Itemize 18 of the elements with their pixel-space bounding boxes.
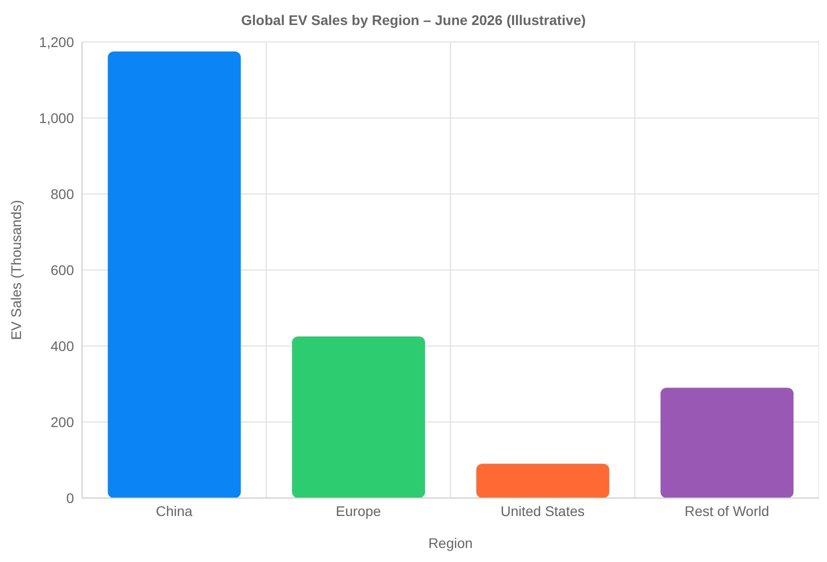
bar [660, 388, 794, 498]
x-tick-label: Europe [336, 502, 382, 519]
y-tick-label: 800 [50, 186, 74, 202]
y-tick-label: 0 [66, 490, 74, 506]
bar [292, 336, 426, 498]
chart-title: Global EV Sales by Region – June 2026 (Illustrative) [240, 11, 587, 30]
y-tick-label: 1,000 [38, 110, 74, 126]
y-tick-label: 600 [50, 262, 74, 278]
x-axis-title: Region [428, 535, 473, 551]
y-tick-label: 200 [50, 414, 74, 430]
y-axis-title: EV Sales (Thousands) [8, 200, 24, 340]
x-tick-label: Rest of World [684, 502, 770, 519]
x-tick-label: China [156, 502, 193, 519]
y-tick-label: 400 [50, 338, 74, 354]
bar [476, 464, 610, 498]
bar [108, 52, 241, 498]
y-tick-label: 1,200 [38, 34, 74, 50]
x-tick-label: United States [500, 502, 585, 519]
